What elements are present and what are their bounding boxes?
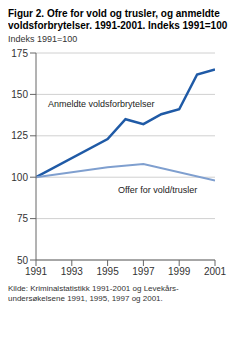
- html-text:Anmeldte voldsforbrytelser: Anmeldte voldsforbrytelser: [48, 99, 155, 109]
- svg-text:150: 150: [11, 89, 28, 100]
- svg-text:1999: 1999: [168, 266, 191, 277]
- svg-text:1991: 1991: [25, 266, 48, 277]
- html-text:Offer for vold/trusler: Offer for vold/trusler: [118, 185, 198, 195]
- html-text:Figur 2. Ofre for vold og trus: Figur 2. Ofre for vold og trusler, og an…: [8, 8, 228, 31]
- svg-text:75: 75: [17, 213, 29, 224]
- svg-text:125: 125: [11, 130, 28, 141]
- svg-text:100: 100: [11, 172, 28, 183]
- svg-text:1995: 1995: [96, 266, 119, 277]
- svg-text:1997: 1997: [132, 266, 155, 277]
- html-text:Kilde: Kriminalstatistikk 1991: Kilde: Kriminalstatistikk 1991-2001 og L…: [8, 284, 179, 303]
- svg-text:2001: 2001: [204, 266, 227, 277]
- svg-text:175: 175: [11, 48, 28, 59]
- svg-text:50: 50: [17, 255, 29, 266]
- svg-text:1993: 1993: [61, 266, 84, 277]
- html-text:Indeks 1991=100: Indeks 1991=100: [8, 34, 78, 44]
